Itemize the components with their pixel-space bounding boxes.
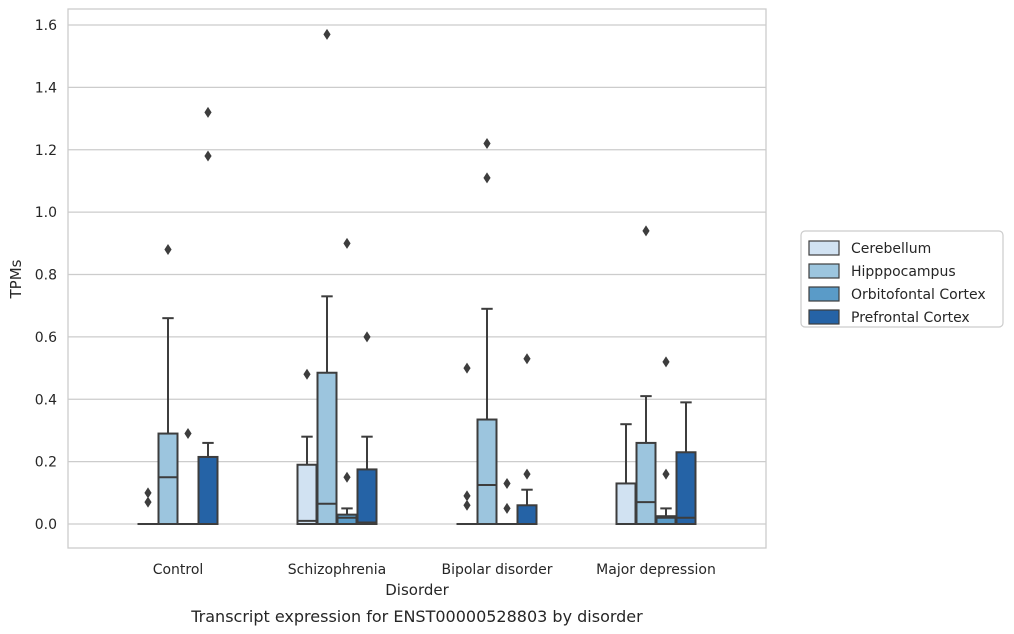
y-tick-label: 0.0 bbox=[35, 517, 57, 533]
legend-frame bbox=[800, 230, 1004, 328]
legend-label: Cerebellum bbox=[851, 241, 931, 257]
legend-item: Hipppocampus bbox=[808, 263, 956, 280]
outlier-point bbox=[204, 150, 212, 162]
x-tick-label: Control bbox=[153, 562, 204, 578]
x-tick-label: Schizophrenia bbox=[288, 562, 386, 578]
outlier-point bbox=[323, 28, 331, 40]
legend-swatch bbox=[808, 286, 840, 302]
outlier-point bbox=[503, 477, 511, 489]
series-2 bbox=[177, 237, 677, 526]
series-0 bbox=[137, 362, 637, 526]
outlier-point bbox=[523, 468, 531, 480]
outlier-point bbox=[463, 362, 471, 374]
box-body bbox=[197, 455, 219, 525]
box bbox=[296, 368, 318, 525]
y-tick-label: 0.6 bbox=[35, 330, 57, 346]
outlier-point bbox=[144, 487, 152, 499]
box-body bbox=[476, 418, 498, 526]
box-body bbox=[675, 451, 697, 525]
outlier-point bbox=[204, 106, 212, 118]
outlier-point bbox=[662, 356, 670, 368]
legend-item: Orbitofontal Cortex bbox=[808, 286, 986, 303]
box bbox=[336, 237, 358, 525]
y-tick-label: 1.6 bbox=[35, 18, 57, 34]
box-body bbox=[296, 463, 318, 525]
box bbox=[675, 401, 697, 525]
box-body bbox=[157, 432, 179, 525]
box bbox=[476, 138, 498, 526]
legend-label: Prefrontal Cortex bbox=[851, 310, 970, 326]
legend-swatch bbox=[808, 309, 840, 325]
series-1 bbox=[157, 28, 657, 526]
legend: Cerebellum Hipppocampus Orbitofontal Corte… bbox=[800, 230, 1004, 328]
legend-label: Orbitofontal Cortex bbox=[851, 287, 986, 303]
outlier-point bbox=[343, 471, 351, 483]
outlier-point bbox=[523, 353, 531, 365]
legend-swatch bbox=[808, 240, 840, 256]
box-body bbox=[635, 441, 657, 526]
outlier-point bbox=[164, 244, 172, 256]
box bbox=[635, 225, 657, 526]
series-3 bbox=[197, 106, 697, 526]
box-body bbox=[336, 513, 358, 525]
box-groups bbox=[137, 28, 697, 526]
box bbox=[615, 423, 637, 525]
box-body bbox=[356, 468, 378, 525]
outlier-point bbox=[363, 331, 371, 343]
box-body bbox=[516, 504, 538, 526]
outlier-point bbox=[642, 225, 650, 237]
box bbox=[516, 353, 538, 526]
outlier-point bbox=[303, 368, 311, 380]
box bbox=[356, 331, 378, 525]
outlier-point bbox=[463, 499, 471, 511]
y-axis-label: TPMs bbox=[7, 259, 25, 299]
outlier-point bbox=[144, 496, 152, 508]
legend-label: Hipppocampus bbox=[851, 264, 956, 280]
outlier-point bbox=[343, 237, 351, 249]
box-body bbox=[316, 371, 338, 525]
y-tick-label: 0.2 bbox=[35, 455, 57, 471]
outlier-point bbox=[483, 172, 491, 184]
y-tick-label: 1.4 bbox=[35, 80, 57, 96]
y-tick-label: 1.2 bbox=[35, 143, 57, 159]
outlier-point bbox=[483, 138, 491, 150]
y-tick-label: 0.8 bbox=[35, 268, 57, 284]
chart-caption: Transcript expression for ENST0000052880… bbox=[190, 607, 643, 626]
outlier-point bbox=[662, 468, 670, 480]
x-tick-label: Bipolar disorder bbox=[441, 562, 552, 578]
legend-swatch bbox=[808, 263, 840, 279]
y-tick-labels: 0.0 0.2 0.4 0.6 0.8 1.0 1.2 1.4 1.6 bbox=[35, 18, 57, 533]
box-body bbox=[615, 482, 637, 525]
outlier-point bbox=[463, 490, 471, 502]
legend-item: Cerebellum bbox=[808, 240, 931, 257]
x-axis-label: Disorder bbox=[385, 581, 449, 599]
x-tick-labels: Control Schizophrenia Bipolar disorder Majo… bbox=[153, 562, 716, 578]
legend-item: Prefrontal Cortex bbox=[808, 309, 970, 326]
y-tick-label: 1.0 bbox=[35, 205, 57, 221]
y-tick-label: 0.4 bbox=[35, 392, 57, 408]
outlier-point bbox=[503, 502, 511, 514]
box bbox=[197, 106, 219, 525]
x-tick-label: Major depression bbox=[596, 562, 716, 578]
plot-frame bbox=[67, 8, 767, 549]
box bbox=[157, 244, 179, 525]
box bbox=[316, 28, 338, 525]
outlier-point bbox=[184, 428, 192, 440]
